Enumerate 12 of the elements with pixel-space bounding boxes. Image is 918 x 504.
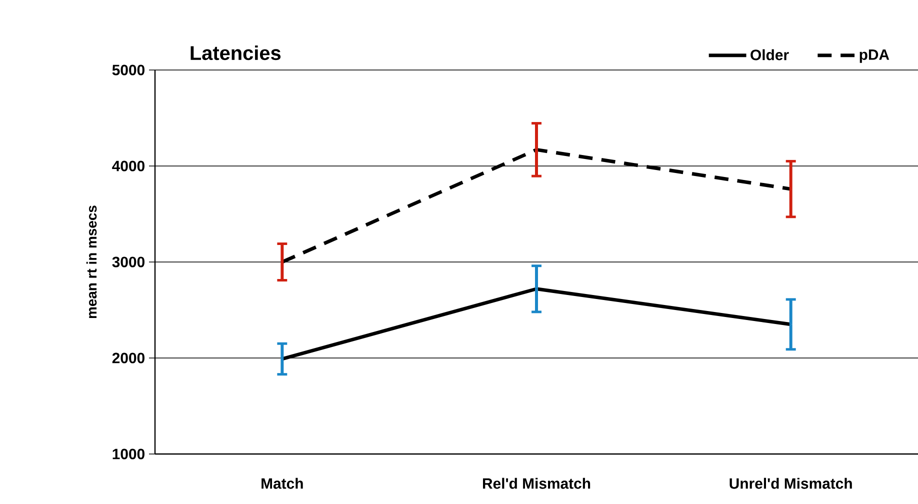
x-tick-label: Rel'd Mismatch [482, 478, 590, 489]
legend-label: pDA [860, 50, 890, 63]
legend-label: Older [750, 49, 789, 60]
y-tick-label: 3000 [112, 256, 144, 268]
x-tick-label: Match [262, 478, 303, 489]
chart-title: Latencies [190, 45, 281, 60]
x-tick-label: Unrel'd Mismatch [730, 478, 852, 489]
y-tick-label: 4000 [112, 160, 144, 172]
y-tick-label: 2000 [112, 352, 144, 364]
y-tick-label: 1000 [112, 448, 144, 460]
y-axis-title: mean rt in msecs [86, 206, 97, 318]
y-tick-label: 5000 [112, 64, 144, 76]
